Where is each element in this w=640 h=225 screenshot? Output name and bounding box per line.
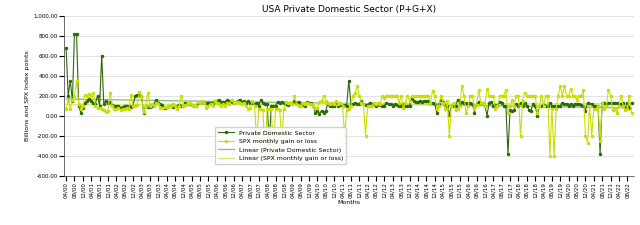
Linear (SPX monthly gain or loss) — [427, 103, 435, 105]
SPX monthly gain or loss — [582, 134, 589, 137]
SPX monthly gain or loss — [431, 94, 438, 97]
Line: Private Domestic Sector: Private Domestic Sector — [65, 33, 632, 155]
SPX monthly gain or loss — [450, 101, 458, 104]
Linear (SPX monthly gain or loss) — [582, 102, 589, 105]
Linear (Private Domestic Sector) — [577, 106, 585, 108]
Private Domestic Sector — [628, 101, 636, 104]
SPX monthly gain or loss — [269, 155, 277, 158]
Linear (Private Domestic Sector) — [427, 104, 435, 106]
Linear (SPX monthly gain or loss) — [577, 102, 585, 105]
SPX monthly gain or loss — [253, 139, 260, 142]
Private Domestic Sector — [586, 102, 593, 105]
Private Domestic Sector — [465, 102, 472, 105]
X-axis label: Months: Months — [337, 200, 360, 205]
Linear (Private Domestic Sector) — [251, 101, 259, 103]
Linear (Private Domestic Sector) — [582, 106, 589, 108]
Linear (Private Domestic Sector) — [445, 104, 453, 106]
Private Domestic Sector — [447, 104, 455, 107]
Linear (SPX monthly gain or loss) — [628, 102, 636, 105]
SPX monthly gain or loss — [586, 104, 593, 107]
SPX monthly gain or loss — [73, 79, 81, 82]
SPX monthly gain or loss — [628, 111, 636, 114]
Linear (SPX monthly gain or loss) — [62, 103, 70, 106]
Linear (Private Domestic Sector) — [62, 98, 70, 100]
Linear (SPX monthly gain or loss) — [462, 103, 470, 105]
Y-axis label: Billions and SPX Index points: Billions and SPX Index points — [26, 50, 31, 141]
Private Domestic Sector — [70, 32, 78, 35]
SPX monthly gain or loss — [62, 107, 70, 110]
Private Domestic Sector — [504, 152, 512, 155]
Linear (Private Domestic Sector) — [462, 104, 470, 107]
Legend: Private Domestic Sector, SPX monthly gain or loss, Linear (Private Domestic Sect: Private Domestic Sector, SPX monthly gai… — [215, 127, 346, 164]
Private Domestic Sector — [253, 101, 260, 104]
Line: Linear (Private Domestic Sector): Linear (Private Domestic Sector) — [66, 99, 632, 108]
Private Domestic Sector — [62, 46, 70, 49]
SPX monthly gain or loss — [467, 94, 474, 97]
Line: SPX monthly gain or loss: SPX monthly gain or loss — [65, 80, 632, 158]
Title: USA Private Domestic Sector (P+G+X): USA Private Domestic Sector (P+G+X) — [262, 4, 436, 13]
Linear (Private Domestic Sector) — [628, 107, 636, 109]
Linear (SPX monthly gain or loss) — [445, 103, 453, 105]
Linear (SPX monthly gain or loss) — [251, 103, 259, 106]
Private Domestic Sector — [582, 109, 589, 112]
Private Domestic Sector — [429, 101, 436, 104]
